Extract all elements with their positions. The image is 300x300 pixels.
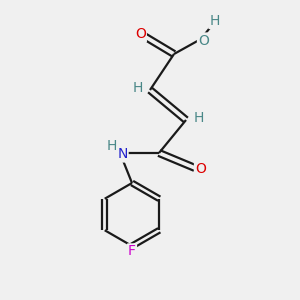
Text: O: O (198, 34, 209, 47)
Text: H: H (209, 14, 220, 28)
Text: N: N (117, 148, 128, 161)
Text: O: O (195, 163, 206, 176)
Text: O: O (135, 28, 146, 41)
Text: H: H (132, 82, 142, 95)
Text: H: H (106, 140, 117, 153)
Text: H: H (194, 112, 204, 125)
Text: F: F (128, 244, 136, 258)
